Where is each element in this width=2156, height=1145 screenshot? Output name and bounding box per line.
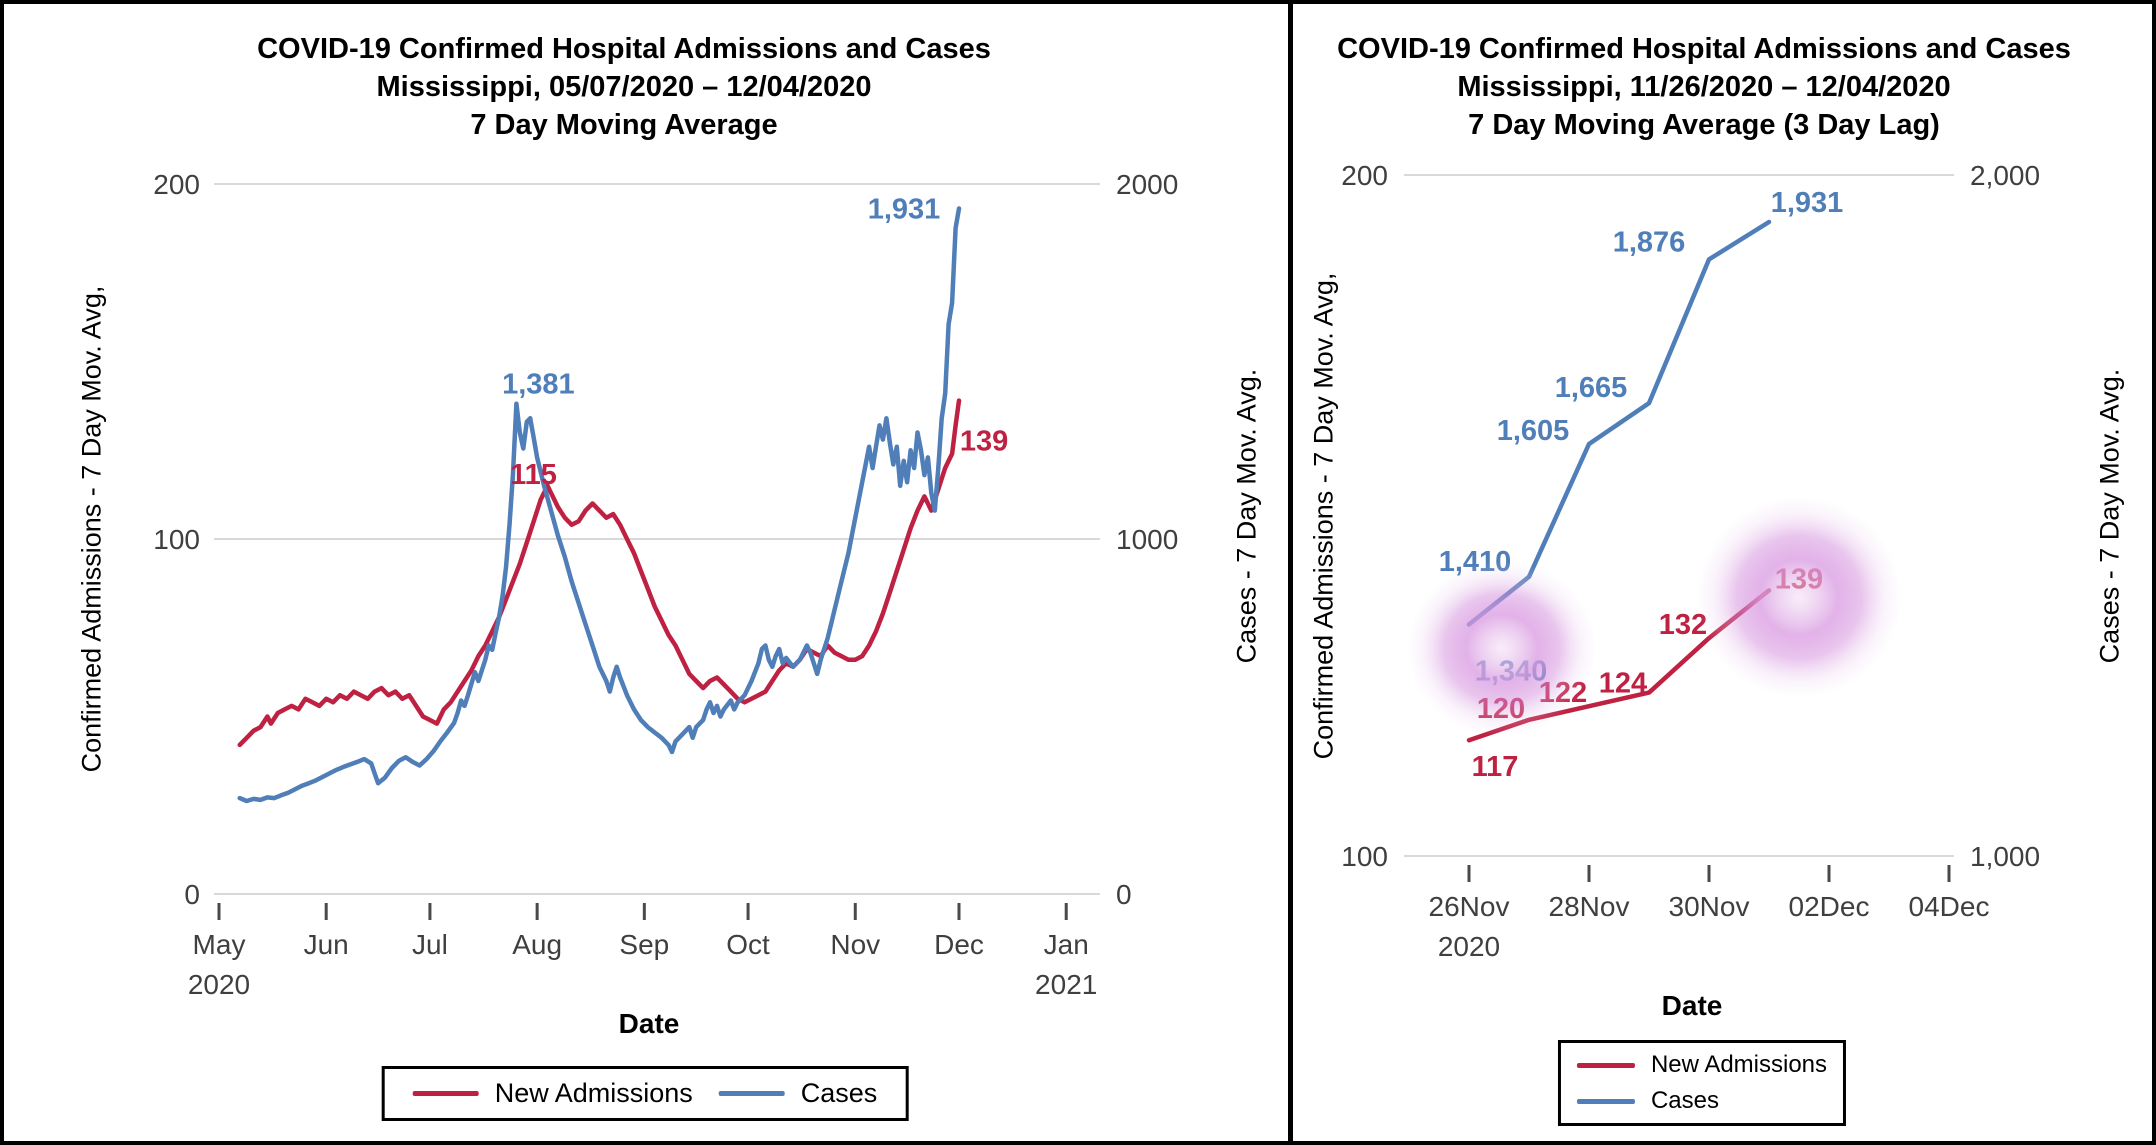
recent-title-line-1: COVID-19 Confirmed Hospital Admissions a… — [1337, 33, 2071, 65]
data-point-label: 117 — [1472, 751, 1519, 783]
admissions-line-swatch — [412, 1091, 479, 1096]
highlight-glow — [1697, 497, 1901, 698]
admissions-line-swatch — [1576, 1062, 1635, 1068]
data-point-label: 124 — [1599, 668, 1647, 700]
data-point-label: 1,931 — [868, 193, 941, 225]
overview-legend: New Admissions Cases — [381, 1066, 909, 1121]
xaxis-tick-label: May — [193, 929, 246, 960]
recent-title-line-2: Mississippi, 11/26/2020 – 12/04/2020 — [1457, 71, 1951, 103]
overview-title-line-1: COVID-19 Confirmed Hospital Admissions a… — [257, 33, 991, 65]
overview-chart-title: COVID-19 Confirmed Hospital Admissions a… — [4, 30, 1244, 144]
overview-legend-cases: Cases — [718, 1078, 878, 1109]
xaxis-tick-label: Aug — [512, 929, 562, 960]
highlight-glow — [1408, 560, 1596, 737]
yaxis-right-tick-label: 2000 — [1116, 169, 1178, 200]
xaxis-tick-label: Sep — [619, 929, 669, 960]
xaxis-tick-label: 28Nov — [1549, 891, 1630, 922]
admissions-line — [237, 398, 962, 748]
overview-title-line-3: 7 Day Moving Average — [470, 109, 778, 141]
yaxis-left-tick-label: 0 — [184, 879, 200, 910]
recent-legend-admissions: New Admissions — [1576, 1051, 1828, 1079]
data-point-label: 139 — [960, 426, 1008, 458]
data-point-label: 1,876 — [1613, 226, 1686, 258]
xaxis-tick-label: 30Nov — [1669, 891, 1750, 922]
recent-yaxis-right-title: Cases - 7 Day Mov. Avg. — [2094, 368, 2125, 664]
xaxis-tick-label: Jan — [1044, 929, 1089, 960]
xaxis-tick-sublabel: 2020 — [188, 969, 250, 1000]
overview-xaxis-title: Date — [618, 1008, 680, 1039]
cases-line — [237, 206, 962, 804]
cases-legend-label: Cases — [1650, 1087, 1719, 1114]
data-point-label: 115 — [510, 459, 557, 491]
xaxis-tick-label: Oct — [726, 929, 770, 960]
overview-yaxis-right-title: Cases - 7 Day Mov. Avg. — [1231, 368, 1262, 664]
cases-line-swatch — [718, 1091, 785, 1096]
recent-chart-title: COVID-19 Confirmed Hospital Admissions a… — [1296, 30, 2112, 144]
data-point-label: 1,665 — [1555, 372, 1628, 404]
xaxis-tick-label: Nov — [830, 929, 880, 960]
overview-title-line-2: Mississippi, 05/07/2020 – 12/04/2020 — [376, 71, 872, 103]
recent-chart-plot: 200 100 2,000 1,000 26Nov 2020 28Nov 30Nov 02Dec… — [1341, 160, 2040, 962]
cases-line-swatch — [1576, 1098, 1635, 1104]
recent-legend-cases: Cases — [1576, 1087, 1719, 1115]
admissions-legend-label: New Admissions — [1650, 1051, 1828, 1078]
xaxis-tick-label: 26Nov — [1429, 891, 1510, 922]
yaxis-left-tick-label: 100 — [153, 524, 200, 555]
yaxis-left-tick-label: 200 — [1341, 160, 1388, 191]
yaxis-right-tick-label: 0 — [1116, 879, 1132, 910]
xaxis-tick-label: 04Dec — [1909, 891, 1990, 922]
panel-divider — [1288, 4, 1293, 1141]
xaxis-tick-label: Jul — [412, 929, 448, 960]
admissions-legend-label: New Admissions — [494, 1078, 693, 1108]
xaxis-tick-label: 02Dec — [1789, 891, 1870, 922]
data-point-label: 1,605 — [1497, 415, 1570, 447]
recent-legend: New Admissions Cases — [1557, 1040, 1847, 1126]
xaxis-tick-sublabel: 2020 — [1438, 931, 1500, 962]
xaxis-tick-label: Jun — [304, 929, 349, 960]
yaxis-right-tick-label: 1000 — [1116, 524, 1178, 555]
xaxis-tick-sublabel: 2021 — [1035, 969, 1097, 1000]
yaxis-right-tick-label: 1,000 — [1970, 841, 2040, 872]
overview-yaxis-left-title: Confirmed Admissions - 7 Day Mov. Avg, — [76, 285, 107, 773]
data-point-label: 1,931 — [1771, 187, 1844, 219]
yaxis-left-tick-label: 100 — [1341, 841, 1388, 872]
xaxis-tick-label: Dec — [934, 929, 984, 960]
yaxis-right-tick-label: 2,000 — [1970, 160, 2040, 191]
cases-legend-label: Cases — [800, 1078, 878, 1108]
data-point-label: 1,381 — [502, 369, 575, 401]
recent-yaxis-left-title: Confirmed Admissions - 7 Day Mov. Avg, — [1308, 272, 1339, 760]
recent-xaxis-title: Date — [1661, 990, 1723, 1021]
yaxis-left-tick-label: 200 — [153, 169, 200, 200]
overview-legend-admissions: New Admissions — [412, 1078, 693, 1109]
recent-title-line-3: 7 Day Moving Average (3 Day Lag) — [1468, 109, 1940, 141]
